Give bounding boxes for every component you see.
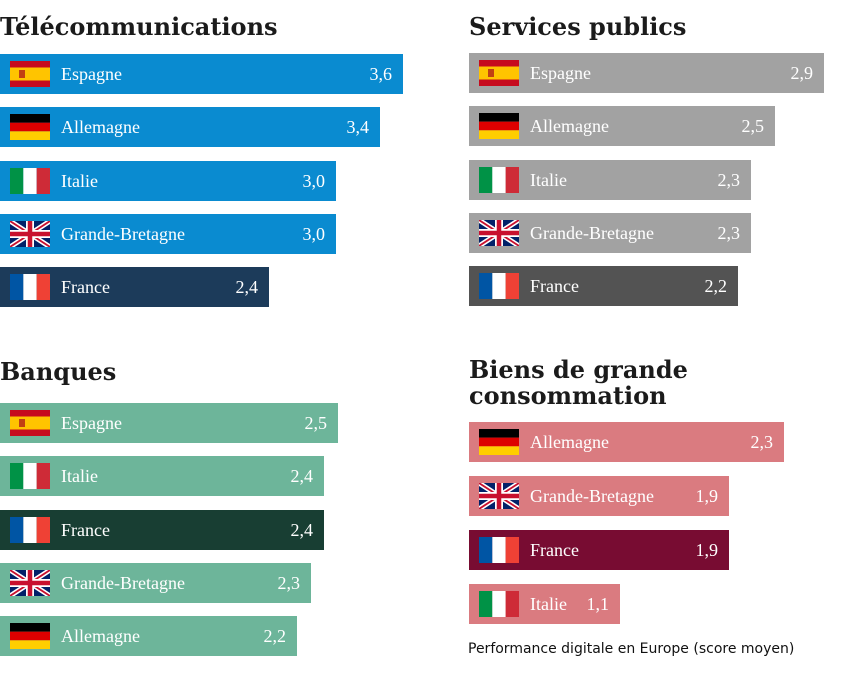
category-label: Allemagne bbox=[530, 432, 609, 452]
category-label: Italie bbox=[530, 594, 567, 614]
category-label: France bbox=[530, 276, 579, 296]
panel-biens-de-grande-consommation: Biens de grande consommation Allemagne 2,… bbox=[469, 355, 784, 624]
bar-france: France 2,2 bbox=[469, 266, 738, 306]
category-label: Grande-Bretagne bbox=[530, 486, 654, 506]
fr-flag-icon bbox=[479, 537, 519, 563]
value-label: 3,0 bbox=[302, 171, 326, 191]
bar-espagne: Espagne 3,6 bbox=[0, 54, 403, 94]
value-label: 3,6 bbox=[369, 64, 393, 84]
panel-telecommunications: Télécommunications Espagne 3,6 Allemagne 3,… bbox=[0, 12, 403, 307]
panel-title: Biens de grande consommation bbox=[469, 355, 688, 410]
es-flag-icon bbox=[10, 410, 50, 436]
bar-italie: Italie 3,0 bbox=[0, 161, 336, 201]
panel-title: Services publics bbox=[469, 12, 687, 41]
bar-france: France 2,4 bbox=[0, 510, 324, 550]
bar-france: France 2,4 bbox=[0, 267, 269, 307]
value-label: 2,2 bbox=[704, 276, 728, 296]
value-label: 2,4 bbox=[290, 466, 314, 486]
category-label: France bbox=[530, 540, 579, 560]
bar-italie: Italie 1,1 bbox=[469, 584, 620, 624]
es-flag-icon bbox=[10, 61, 50, 87]
category-label: Italie bbox=[530, 170, 567, 190]
category-label: Allemagne bbox=[61, 117, 140, 137]
bar-italie: Italie 2,4 bbox=[0, 456, 324, 496]
gb-flag-icon bbox=[10, 221, 50, 247]
de-flag-icon bbox=[479, 113, 519, 139]
value-label: 1,1 bbox=[586, 594, 610, 614]
de-flag-icon bbox=[10, 114, 50, 140]
category-label: Italie bbox=[61, 466, 98, 486]
gb-flag-icon bbox=[10, 570, 50, 596]
category-label: France bbox=[61, 277, 110, 297]
it-flag-icon bbox=[10, 463, 50, 489]
category-label: France bbox=[61, 520, 110, 540]
it-flag-icon bbox=[10, 168, 50, 194]
it-flag-icon bbox=[479, 167, 519, 193]
fr-flag-icon bbox=[10, 274, 50, 300]
bar-espagne: Espagne 2,9 bbox=[469, 53, 824, 93]
es-flag-icon bbox=[479, 60, 519, 86]
panel-banques: Banques Espagne 2,5 Italie 2,4 France 2,4 Gran… bbox=[0, 357, 338, 656]
category-label: Allemagne bbox=[61, 626, 140, 646]
value-label: 3,4 bbox=[346, 117, 370, 137]
fr-flag-icon bbox=[479, 273, 519, 299]
de-flag-icon bbox=[479, 429, 519, 455]
value-label: 2,3 bbox=[277, 573, 301, 593]
bar-allemagne: Allemagne 2,5 bbox=[469, 106, 775, 146]
bar-allemagne: Allemagne 2,3 bbox=[469, 422, 784, 462]
value-label: 1,9 bbox=[695, 486, 719, 506]
bar-allemagne: Allemagne 3,4 bbox=[0, 107, 380, 147]
value-label: 2,4 bbox=[290, 520, 314, 540]
bar-grande-bretagne: Grande-Bretagne 2,3 bbox=[0, 563, 311, 603]
bar-italie: Italie 2,3 bbox=[469, 160, 751, 200]
it-flag-icon bbox=[479, 591, 519, 617]
gb-flag-icon bbox=[479, 483, 519, 509]
category-label: Espagne bbox=[61, 413, 122, 433]
gb-flag-icon bbox=[479, 220, 519, 246]
value-label: 1,9 bbox=[695, 540, 719, 560]
bar-espagne: Espagne 2,5 bbox=[0, 403, 338, 443]
panel-services-publics: Services publics Espagne 2,9 Allemagne 2,5 I… bbox=[469, 12, 824, 306]
value-label: 2,9 bbox=[790, 63, 814, 83]
value-label: 2,5 bbox=[304, 413, 328, 433]
category-label: Allemagne bbox=[530, 116, 609, 136]
value-label: 2,3 bbox=[750, 432, 774, 452]
fr-flag-icon bbox=[10, 517, 50, 543]
value-label: 2,3 bbox=[717, 170, 741, 190]
bar-grande-bretagne: Grande-Bretagne 1,9 bbox=[469, 476, 729, 516]
de-flag-icon bbox=[10, 623, 50, 649]
chart-caption: Performance digitale en Europe (score mo… bbox=[468, 641, 795, 657]
value-label: 2,3 bbox=[717, 223, 741, 243]
value-label: 2,2 bbox=[263, 626, 287, 646]
bar-grande-bretagne: Grande-Bretagne 2,3 bbox=[469, 213, 751, 253]
category-label: Grande-Bretagne bbox=[61, 224, 185, 244]
panel-title: Télécommunications bbox=[0, 12, 278, 41]
value-label: 3,0 bbox=[302, 224, 326, 244]
bar-grande-bretagne: Grande-Bretagne 3,0 bbox=[0, 214, 336, 254]
category-label: Italie bbox=[61, 171, 98, 191]
category-label: Espagne bbox=[61, 64, 122, 84]
category-label: Grande-Bretagne bbox=[530, 223, 654, 243]
category-label: Espagne bbox=[530, 63, 591, 83]
panel-title: Banques bbox=[0, 357, 117, 386]
bar-france: France 1,9 bbox=[469, 530, 729, 570]
category-label: Grande-Bretagne bbox=[61, 573, 185, 593]
value-label: 2,5 bbox=[741, 116, 765, 136]
bar-allemagne: Allemagne 2,2 bbox=[0, 616, 297, 656]
value-label: 2,4 bbox=[235, 277, 259, 297]
